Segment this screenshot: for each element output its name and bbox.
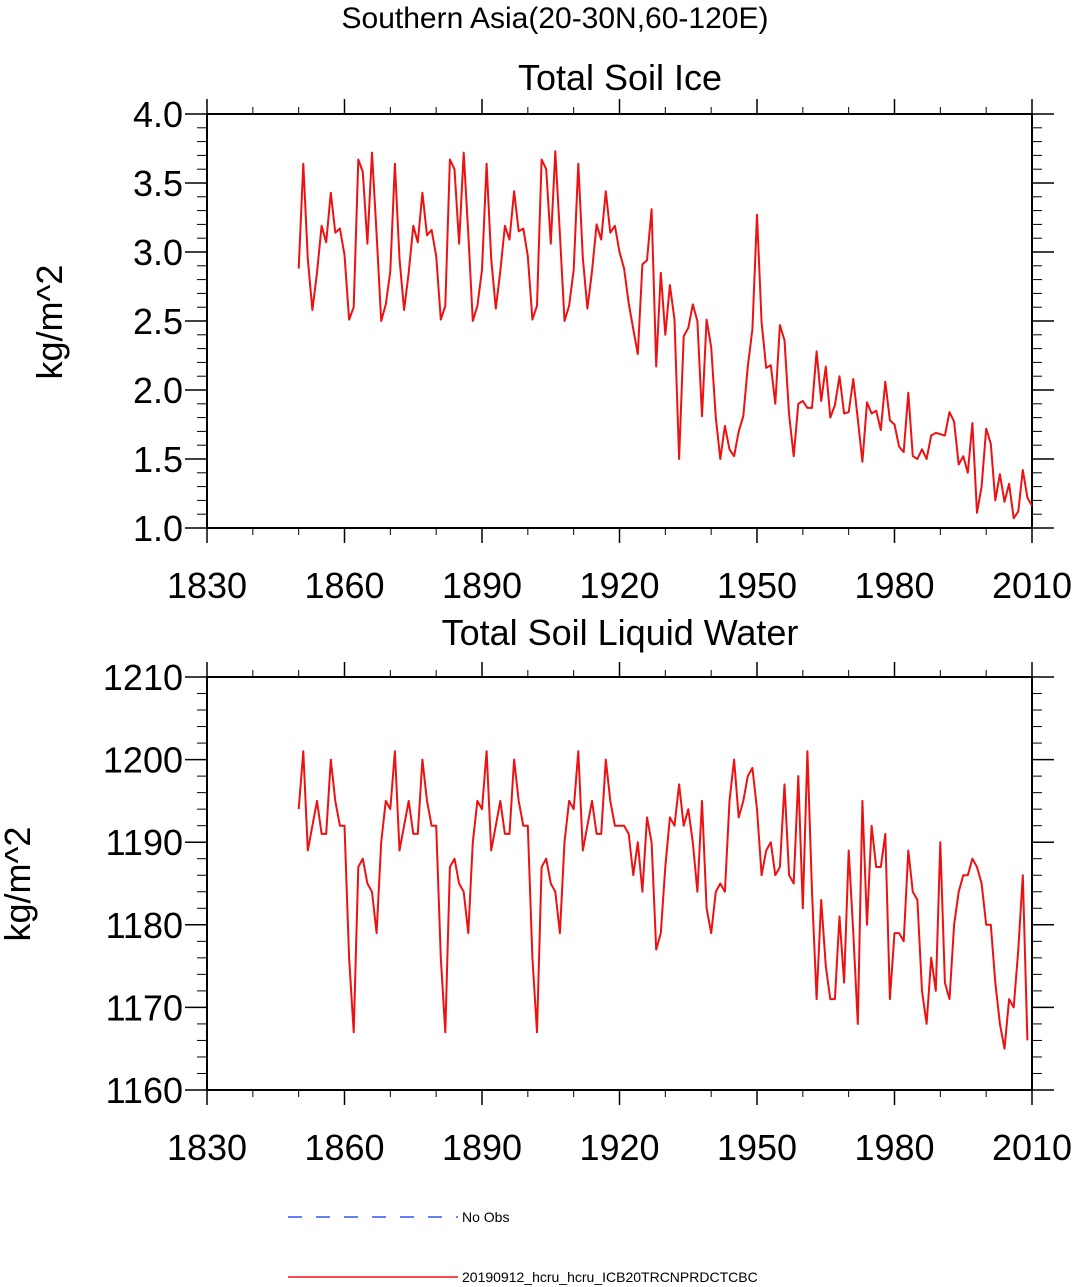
legend-label-no-obs: No Obs (462, 1209, 509, 1225)
x-tick-label: 2010 (992, 1127, 1072, 1168)
axis-ticks (185, 99, 1054, 543)
axis-ticks (185, 662, 1054, 1105)
series-polyline (297, 150, 1033, 520)
legend-label-model: 20190912_hcru_hcru_ICB20TRCNPRDCTCBC (462, 1269, 758, 1285)
panel-soil-liquid-water: Total Soil Liquid Water kg/m^2 1830 1860 1… (0, 612, 1072, 1168)
y-tick-label: 1200 (103, 740, 183, 781)
x-tick-label: 1920 (579, 565, 659, 606)
y-axis-label: kg/m^2 (29, 265, 70, 380)
x-tick-label: 1830 (167, 565, 247, 606)
y-tick-label: 1160 (106, 1070, 183, 1111)
x-tick-label: 1860 (304, 1127, 384, 1168)
y-tick-label: 1210 (103, 657, 183, 698)
y-tick-label: 2.5 (133, 301, 183, 342)
x-tick-label: 1920 (579, 1127, 659, 1168)
plot-border (206, 676, 1033, 1091)
y-tick-label: 2.0 (133, 370, 183, 411)
x-tick-label: 1890 (442, 565, 522, 606)
panel-title: Total Soil Ice (518, 57, 722, 98)
series-line (297, 150, 1033, 520)
chart-suptitle: Southern Asia(20-30N,60-120E) (342, 2, 769, 35)
panel-title: Total Soil Liquid Water (442, 612, 799, 653)
x-tick-label: 1950 (717, 1127, 797, 1168)
plot-frame (206, 113, 1033, 529)
x-tick-label: 1980 (854, 565, 934, 606)
x-tick-label: 1950 (717, 565, 797, 606)
y-tick-label: 3.0 (133, 232, 183, 273)
y-tick-label: 4.0 (133, 94, 183, 135)
y-tick-label: 3.5 (133, 163, 183, 204)
y-tick-label: 1180 (106, 905, 183, 946)
y-tick-label: 1170 (106, 987, 183, 1028)
tick-labels: 1830 1860 1890 1920 1950 1980 2010 1160 1170 1180… (103, 657, 1072, 1168)
x-tick-label: 1980 (854, 1127, 934, 1168)
x-tick-label: 1830 (167, 1127, 247, 1168)
series-line (297, 750, 1029, 1050)
panel-soil-ice: Total Soil Ice kg/m^2 1830 1860 1890 1920 19… (29, 57, 1072, 606)
y-axis-label: kg/m^2 (0, 827, 38, 942)
x-tick-label: 1890 (442, 1127, 522, 1168)
x-tick-label: 1860 (304, 565, 384, 606)
legend: No Obs 20190912_hcru_hcru_ICB20TRCNPRDCT… (288, 1209, 758, 1285)
series-polyline (297, 750, 1029, 1050)
y-tick-label: 1.0 (133, 508, 183, 549)
x-tick-label: 2010 (992, 565, 1072, 606)
y-tick-label: 1190 (106, 822, 183, 863)
plot-border (206, 113, 1033, 529)
tick-labels: 1830 1860 1890 1920 1950 1980 2010 1.0 1.5 2.0 2.5… (133, 94, 1072, 606)
y-tick-label: 1.5 (133, 439, 183, 480)
plot-frame (206, 676, 1033, 1091)
